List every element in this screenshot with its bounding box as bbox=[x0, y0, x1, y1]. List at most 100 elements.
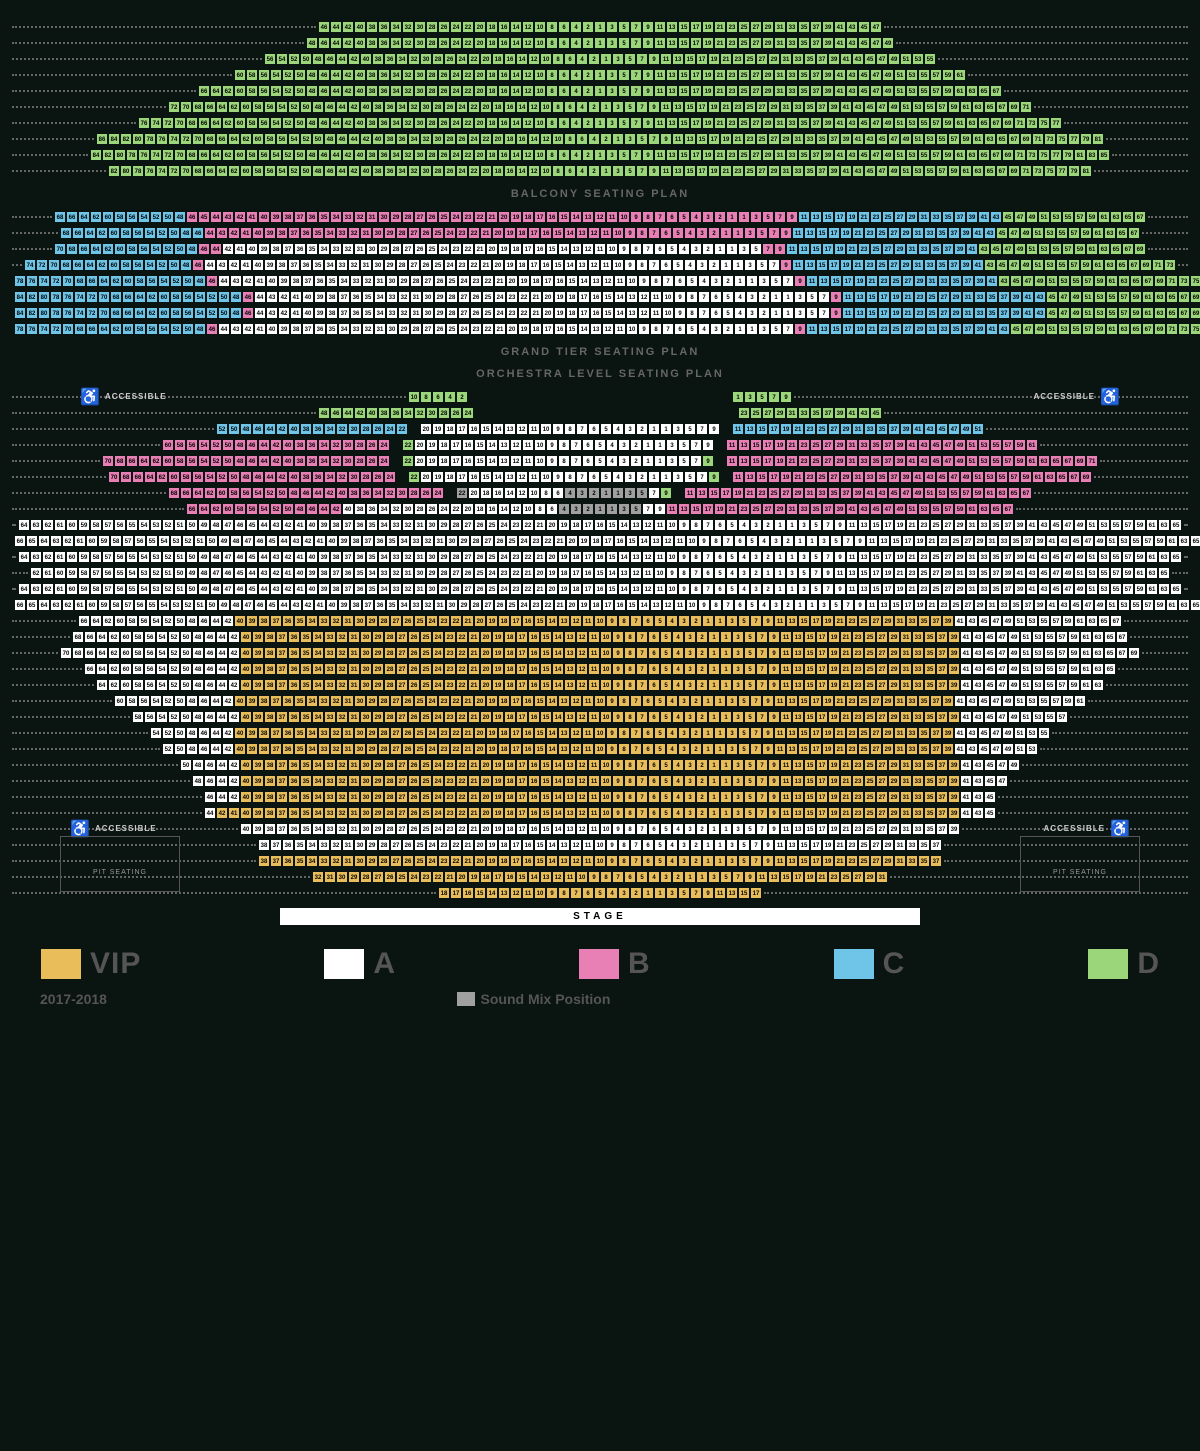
seat[interactable]: 60 bbox=[216, 487, 228, 499]
seat[interactable]: 66 bbox=[86, 275, 98, 287]
seat[interactable]: 45 bbox=[984, 663, 996, 675]
seat[interactable]: 66 bbox=[204, 101, 216, 113]
seat[interactable]: 17 bbox=[516, 823, 528, 835]
seat[interactable]: 47 bbox=[942, 439, 954, 451]
seat[interactable]: 4 bbox=[648, 871, 660, 883]
seat[interactable]: 66 bbox=[84, 631, 96, 643]
seat[interactable]: 56 bbox=[138, 243, 150, 255]
seat[interactable]: 34 bbox=[390, 149, 402, 161]
seat[interactable]: 27 bbox=[750, 117, 762, 129]
seat[interactable]: 61 bbox=[1080, 647, 1092, 659]
seat[interactable]: 15 bbox=[626, 599, 638, 611]
seat[interactable]: 47 bbox=[222, 551, 234, 563]
seat[interactable]: 67 bbox=[1062, 455, 1074, 467]
seat[interactable]: 31 bbox=[342, 743, 354, 755]
seat[interactable]: 19 bbox=[426, 455, 438, 467]
seat[interactable]: 5 bbox=[770, 323, 782, 335]
seat[interactable]: 27 bbox=[422, 275, 434, 287]
seat[interactable]: 21 bbox=[494, 323, 506, 335]
seat[interactable]: 26 bbox=[494, 599, 506, 611]
seat[interactable]: 10 bbox=[408, 391, 420, 403]
seat[interactable]: 7 bbox=[690, 439, 702, 451]
seat[interactable]: 19 bbox=[822, 855, 834, 867]
seat[interactable]: 28 bbox=[384, 647, 396, 659]
seat[interactable]: 25 bbox=[768, 487, 780, 499]
seat[interactable]: 47 bbox=[1062, 551, 1074, 563]
seat[interactable]: 36 bbox=[378, 21, 390, 33]
seat[interactable]: 39 bbox=[974, 275, 986, 287]
seat[interactable]: 79 bbox=[1080, 133, 1092, 145]
seat[interactable]: 74 bbox=[150, 117, 162, 129]
seat[interactable]: 44 bbox=[258, 455, 270, 467]
seat[interactable]: 29 bbox=[900, 227, 912, 239]
seat[interactable]: 34 bbox=[378, 503, 390, 515]
seat[interactable]: 21 bbox=[468, 647, 480, 659]
seat[interactable]: 50 bbox=[180, 631, 192, 643]
seat[interactable]: 11 bbox=[674, 535, 686, 547]
seat[interactable]: 29 bbox=[792, 487, 804, 499]
seat[interactable]: 33 bbox=[386, 307, 398, 319]
seat[interactable]: 54 bbox=[150, 727, 162, 739]
seat[interactable]: 20 bbox=[474, 149, 486, 161]
seat[interactable]: 19 bbox=[732, 487, 744, 499]
seat[interactable]: 29 bbox=[840, 423, 852, 435]
seat[interactable]: 44 bbox=[264, 423, 276, 435]
seat[interactable]: 37 bbox=[282, 243, 294, 255]
seat[interactable]: 65 bbox=[1104, 663, 1116, 675]
seat[interactable]: 28 bbox=[360, 871, 372, 883]
seat[interactable]: 1 bbox=[594, 69, 606, 81]
seat[interactable]: 57 bbox=[960, 487, 972, 499]
seat[interactable]: 71 bbox=[1086, 455, 1098, 467]
seat[interactable]: 13 bbox=[818, 275, 830, 287]
seat[interactable]: 63 bbox=[1098, 243, 1110, 255]
seat[interactable]: 22 bbox=[462, 37, 474, 49]
seat[interactable]: 27 bbox=[390, 855, 402, 867]
seat[interactable]: 39 bbox=[1034, 599, 1046, 611]
seat[interactable]: 27 bbox=[882, 243, 894, 255]
seat[interactable]: 6 bbox=[642, 743, 654, 755]
seat[interactable]: 49 bbox=[1062, 567, 1074, 579]
seat[interactable]: 40 bbox=[266, 275, 278, 287]
seat[interactable]: 21 bbox=[792, 471, 804, 483]
seat[interactable]: 70 bbox=[62, 323, 74, 335]
seat[interactable]: 54 bbox=[156, 663, 168, 675]
seat[interactable]: 33 bbox=[858, 455, 870, 467]
seat[interactable]: 49 bbox=[882, 149, 894, 161]
seat[interactable]: 3 bbox=[666, 455, 678, 467]
seat[interactable]: 1 bbox=[720, 631, 732, 643]
seat[interactable]: 31 bbox=[434, 599, 446, 611]
seat[interactable]: 29 bbox=[366, 615, 378, 627]
seat[interactable]: 35 bbox=[924, 759, 936, 771]
seat[interactable]: 17 bbox=[810, 855, 822, 867]
seat[interactable]: 11 bbox=[654, 519, 666, 531]
seat[interactable]: 11 bbox=[614, 275, 626, 287]
seat[interactable]: 51 bbox=[1082, 307, 1094, 319]
seat[interactable]: 54 bbox=[158, 323, 170, 335]
seat[interactable]: 59 bbox=[78, 583, 90, 595]
seat[interactable]: 31 bbox=[342, 695, 354, 707]
seat[interactable]: 38 bbox=[264, 823, 276, 835]
seat[interactable]: 52 bbox=[162, 727, 174, 739]
seat[interactable]: 36 bbox=[314, 323, 326, 335]
seat[interactable]: 39 bbox=[252, 679, 264, 691]
seat[interactable]: 27 bbox=[750, 37, 762, 49]
seat[interactable]: 5 bbox=[738, 743, 750, 755]
seat[interactable]: 72 bbox=[50, 323, 62, 335]
seat[interactable]: 13 bbox=[858, 583, 870, 595]
seat[interactable]: 48 bbox=[210, 551, 222, 563]
seat[interactable]: 58 bbox=[132, 631, 144, 643]
seat[interactable]: 2 bbox=[758, 291, 770, 303]
seat[interactable]: 4 bbox=[672, 663, 684, 675]
seat[interactable]: 41 bbox=[1014, 567, 1026, 579]
seat[interactable]: 45 bbox=[858, 69, 870, 81]
seat[interactable]: 19 bbox=[492, 663, 504, 675]
seat[interactable]: 36 bbox=[306, 211, 318, 223]
seat[interactable]: 36 bbox=[282, 743, 294, 755]
seat[interactable]: 62 bbox=[62, 599, 74, 611]
seat[interactable]: 9 bbox=[642, 117, 654, 129]
seat[interactable]: 35 bbox=[326, 275, 338, 287]
seat[interactable]: 3 bbox=[672, 423, 684, 435]
seat[interactable]: 7 bbox=[662, 323, 674, 335]
seat[interactable]: 20 bbox=[456, 871, 468, 883]
seat[interactable]: 42 bbox=[270, 567, 282, 579]
